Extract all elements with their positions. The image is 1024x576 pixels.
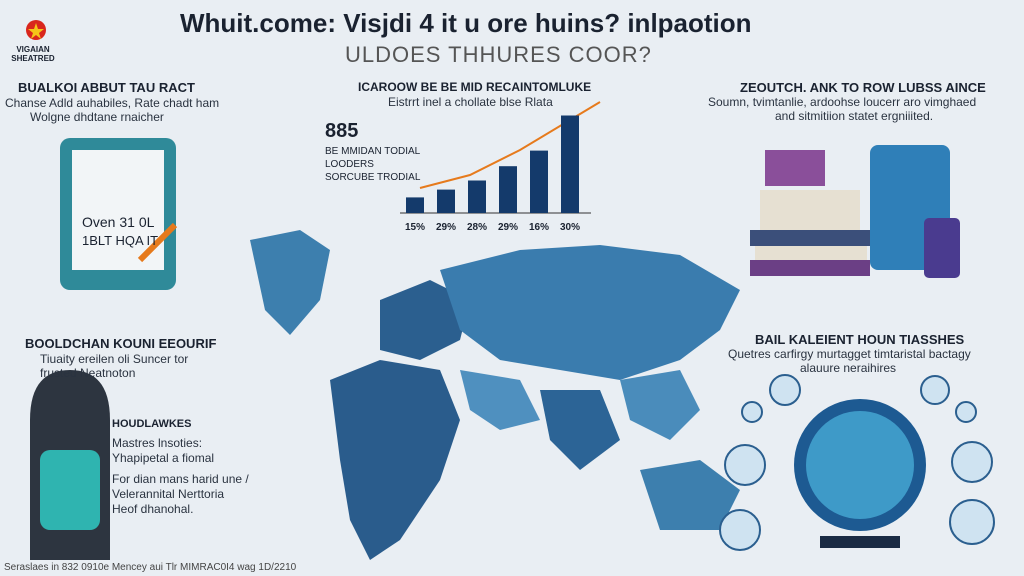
note: LOODERS bbox=[325, 159, 374, 170]
heading: ZEOUTCH. ANK TO ROW LUBSS AINCE bbox=[740, 80, 986, 95]
text: Chanse Adld auhabiles, Rate chadt ham bbox=[5, 96, 220, 110]
text: frusted Neatnoton bbox=[40, 366, 136, 380]
big-number: 885 bbox=[325, 120, 359, 142]
x-tick-label: 16% bbox=[529, 222, 549, 233]
text: Tiuaity ereilen oli Suncer tor bbox=[40, 352, 189, 366]
x-tick-label: 28% bbox=[467, 222, 487, 233]
books bbox=[750, 150, 870, 276]
bar bbox=[468, 180, 486, 213]
text: alauure neraihires bbox=[800, 361, 897, 375]
heading: ICAROOW BE BE MID RECAINTOMLUKE bbox=[358, 80, 592, 94]
x-tick-label: 29% bbox=[498, 222, 518, 233]
trend-arrow bbox=[419, 101, 601, 189]
text: and sitmitiion statet ergniiited. bbox=[775, 109, 934, 123]
text: Yhapipetal a fiomal bbox=[112, 451, 215, 465]
title: Whuit.come: Visjdi 4 it u ore huins? inl… bbox=[180, 8, 752, 38]
bar bbox=[406, 197, 424, 213]
heading: BAIL KALEIENT HOUN TIASSHES bbox=[755, 332, 965, 347]
pointer-arrow bbox=[137, 222, 178, 263]
bag-front bbox=[40, 450, 100, 530]
tablet-text: Oven 31 0L bbox=[82, 214, 155, 230]
text: For dian mans harid une / bbox=[112, 472, 249, 486]
note: SORCUBE TRODIAL bbox=[325, 172, 421, 183]
globe-stand bbox=[820, 536, 900, 548]
text: Heof dhanohal. bbox=[112, 502, 194, 516]
x-tick-label: 29% bbox=[436, 222, 456, 233]
tablet-text: 1BLT HQA IT bbox=[82, 233, 159, 248]
bar bbox=[437, 189, 455, 213]
x-tick-label: 15% bbox=[405, 222, 425, 233]
text: Eistrrt inel a chollate blse Rlata bbox=[388, 95, 553, 109]
text: Velerannital Nerttoria bbox=[112, 487, 225, 501]
sub-heading: HOUDLAWKES bbox=[112, 418, 192, 430]
globe-face bbox=[806, 411, 914, 519]
world-map bbox=[250, 230, 740, 560]
x-tick-label: 30% bbox=[560, 222, 580, 233]
footer: Seraslaes in 832 0910e Mencey aui Tlr MI… bbox=[4, 562, 297, 573]
text: Wolgne dhdtane rnaicher bbox=[30, 110, 164, 124]
bar bbox=[561, 115, 579, 213]
bar bbox=[499, 166, 517, 213]
bar bbox=[530, 150, 548, 213]
text: Soumn, tvimtanlie, ardoohse loucerr aro … bbox=[708, 95, 977, 109]
icons bbox=[719, 374, 995, 551]
heading: BUALKOI ABBUT TAU RACT bbox=[18, 80, 195, 95]
text: Mastres lnsoties: bbox=[112, 436, 203, 450]
note: BE MMIDAN TODIAL bbox=[325, 146, 421, 157]
logo-star bbox=[28, 23, 44, 39]
phone-small bbox=[924, 218, 960, 278]
text: Quetres carfirgy murtagget timtaristal b… bbox=[728, 347, 971, 361]
logo-text: VIGAIAN SHEATRED bbox=[11, 45, 55, 63]
heading: BOOLDCHAN KOUNI EEOURIF bbox=[25, 336, 217, 351]
subtitle: ULDOES THHURES COOR? bbox=[345, 42, 652, 67]
